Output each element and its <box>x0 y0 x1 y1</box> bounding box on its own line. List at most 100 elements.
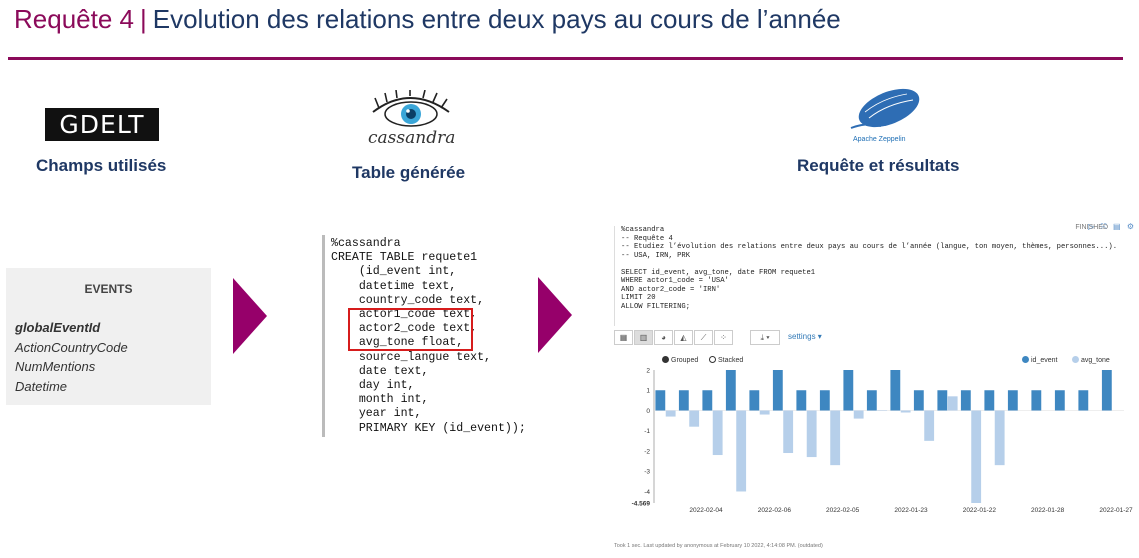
title-underline <box>8 57 1123 60</box>
scatter-chart-icon[interactable]: ⁘ <box>714 330 733 345</box>
x-tick-label: 2022-02-06 <box>758 507 792 514</box>
event-field: globalEventId <box>15 320 101 335</box>
cassandra-logo-text: cassandra <box>368 128 456 148</box>
bar-id_event <box>960 390 971 411</box>
bar-id_event <box>772 370 783 411</box>
grouped-radio[interactable]: Grouped <box>662 356 698 364</box>
legend-dot-icon <box>1022 356 1029 363</box>
paragraph-controls-icon[interactable]: ▷ ⤧ ▤ ⚙ <box>1088 222 1136 231</box>
cassandra-eye-icon <box>372 90 450 127</box>
x-tick-label: 2022-01-23 <box>894 507 928 514</box>
radio-selected-icon <box>662 356 669 363</box>
y-tick-label: -4 <box>644 489 650 496</box>
events-fields-box: EVENTS globalEventId ActionCountryCode N… <box>6 268 211 405</box>
x-tick-label: 2022-01-22 <box>963 507 997 514</box>
legend-dot-icon <box>1072 356 1079 363</box>
title-number: Requête 4 <box>14 4 134 34</box>
table-heading: Table générée <box>352 163 466 182</box>
query-code: %cassandra -- Requête 4 -- Etudiez l’évo… <box>621 226 1118 311</box>
event-field: ActionCountryCode <box>15 340 128 355</box>
bar-avg_tone <box>736 410 747 492</box>
y-tick-label: -1 <box>644 428 650 435</box>
highlight-box <box>348 308 473 351</box>
bar-chart-icon[interactable]: ▥ <box>634 330 653 345</box>
event-field: Datetime <box>15 379 68 394</box>
bar-avg_tone <box>783 410 794 454</box>
bar-id_event <box>890 370 901 411</box>
zeppelin-paragraph: FINISHED ▷ ⤧ ▤ ⚙ %cassandra -- Requête 4… <box>612 220 1136 555</box>
bar-id_event <box>749 390 760 411</box>
zeppelin-logo-icon <box>850 88 920 129</box>
bar-avg_tone <box>665 410 676 417</box>
bar-avg_tone <box>900 410 911 413</box>
download-button[interactable]: ⤓ ▾ <box>750 330 780 345</box>
bar-id_event <box>1078 390 1089 411</box>
slide-title: Requête 4 | Evolution des relations entre … <box>14 4 841 44</box>
y-tick-label: 1 <box>646 388 650 395</box>
gdelt-logo: GDELT <box>45 108 159 141</box>
query-heading: Requête et résultats <box>797 156 960 175</box>
bar-id_event <box>866 390 877 411</box>
title-separator: | <box>139 4 147 34</box>
legend-label: avg_tone <box>1081 357 1110 364</box>
bar-id_event <box>796 390 807 411</box>
bar-avg_tone <box>877 410 888 411</box>
bar-id_event <box>702 390 713 411</box>
stacked-radio[interactable]: Stacked <box>709 356 743 364</box>
fields-heading: Champs utilisés <box>36 156 167 175</box>
bar-id_event <box>678 390 689 411</box>
bar-chart: 2 1 0 -1 -2 -3 -4 -4.569 2022-02-04 2022-02-06 202… <box>632 368 1133 515</box>
x-tick-label: 2022-02-04 <box>689 507 723 514</box>
y-tick-label: 2 <box>646 368 650 375</box>
bar-id_event <box>1007 390 1018 411</box>
settings-link[interactable]: settings ▾ <box>788 332 822 341</box>
events-title: EVENTS <box>84 282 133 296</box>
legend-avg-tone[interactable]: avg_tone <box>1072 356 1110 364</box>
legend-label: id_event <box>1031 357 1058 364</box>
event-field: NumMentions <box>15 359 96 374</box>
bar-id_event <box>1031 390 1042 411</box>
paragraph-footer: Took 1 sec. Last updated by anonymous at… <box>614 543 823 549</box>
radio-unselected-icon <box>709 356 716 363</box>
area-chart-icon[interactable]: ◭ <box>674 330 693 345</box>
bar-avg_tone <box>853 410 864 419</box>
bar-avg_tone <box>830 410 841 466</box>
bar-id_event <box>1101 370 1112 411</box>
paragraph-status: FINISHED <box>1075 224 1108 231</box>
x-tick-label: 2022-01-28 <box>1031 507 1065 514</box>
grouped-label: Grouped <box>671 357 699 364</box>
pie-chart-icon[interactable]: ◕ <box>654 330 673 345</box>
bar-id_event <box>843 370 854 411</box>
bar-id_event <box>913 390 924 411</box>
flow-arrow <box>233 278 267 354</box>
bar-id_event <box>937 390 948 411</box>
x-tick-label: 2022-01-27 <box>1099 507 1133 514</box>
bar-id_event <box>1054 390 1065 411</box>
y-tick-label: -2 <box>644 448 650 455</box>
flow-arrow <box>538 277 572 353</box>
zeppelin-logo-text: Apache Zeppelin <box>853 136 906 143</box>
bar-id_event <box>725 370 736 411</box>
y-tick-label: 0 <box>646 408 650 415</box>
bar-avg_tone <box>806 410 817 458</box>
title-text: Evolution des relations entre deux pays … <box>152 4 841 34</box>
bar-id_event <box>984 390 995 411</box>
y-tick-label: -4.569 <box>632 501 651 508</box>
bar-avg_tone <box>689 410 700 427</box>
stacked-label: Stacked <box>718 357 744 364</box>
bar-avg_tone <box>712 410 723 456</box>
x-tick-label: 2022-02-05 <box>826 507 860 514</box>
bar-id_event <box>819 390 830 411</box>
bar-avg_tone <box>924 410 935 441</box>
bar-avg_tone <box>947 396 958 411</box>
code-text: %cassandra CREATE TABLE requete1 (id_eve… <box>331 237 526 435</box>
bar-avg_tone <box>759 410 770 415</box>
legend-id-event[interactable]: id_event <box>1022 356 1057 364</box>
create-table-code: %cassandra CREATE TABLE requete1 (id_eve… <box>322 235 526 437</box>
line-chart-icon[interactable]: ⟋ <box>694 330 713 345</box>
bar-id_event <box>655 390 666 411</box>
query-editor[interactable]: %cassandra -- Requête 4 -- Etudiez l’évo… <box>614 226 1119 326</box>
table-icon[interactable]: ▦ <box>614 330 633 345</box>
bar-avg_tone <box>971 410 982 503</box>
y-tick-label: -3 <box>644 469 650 476</box>
